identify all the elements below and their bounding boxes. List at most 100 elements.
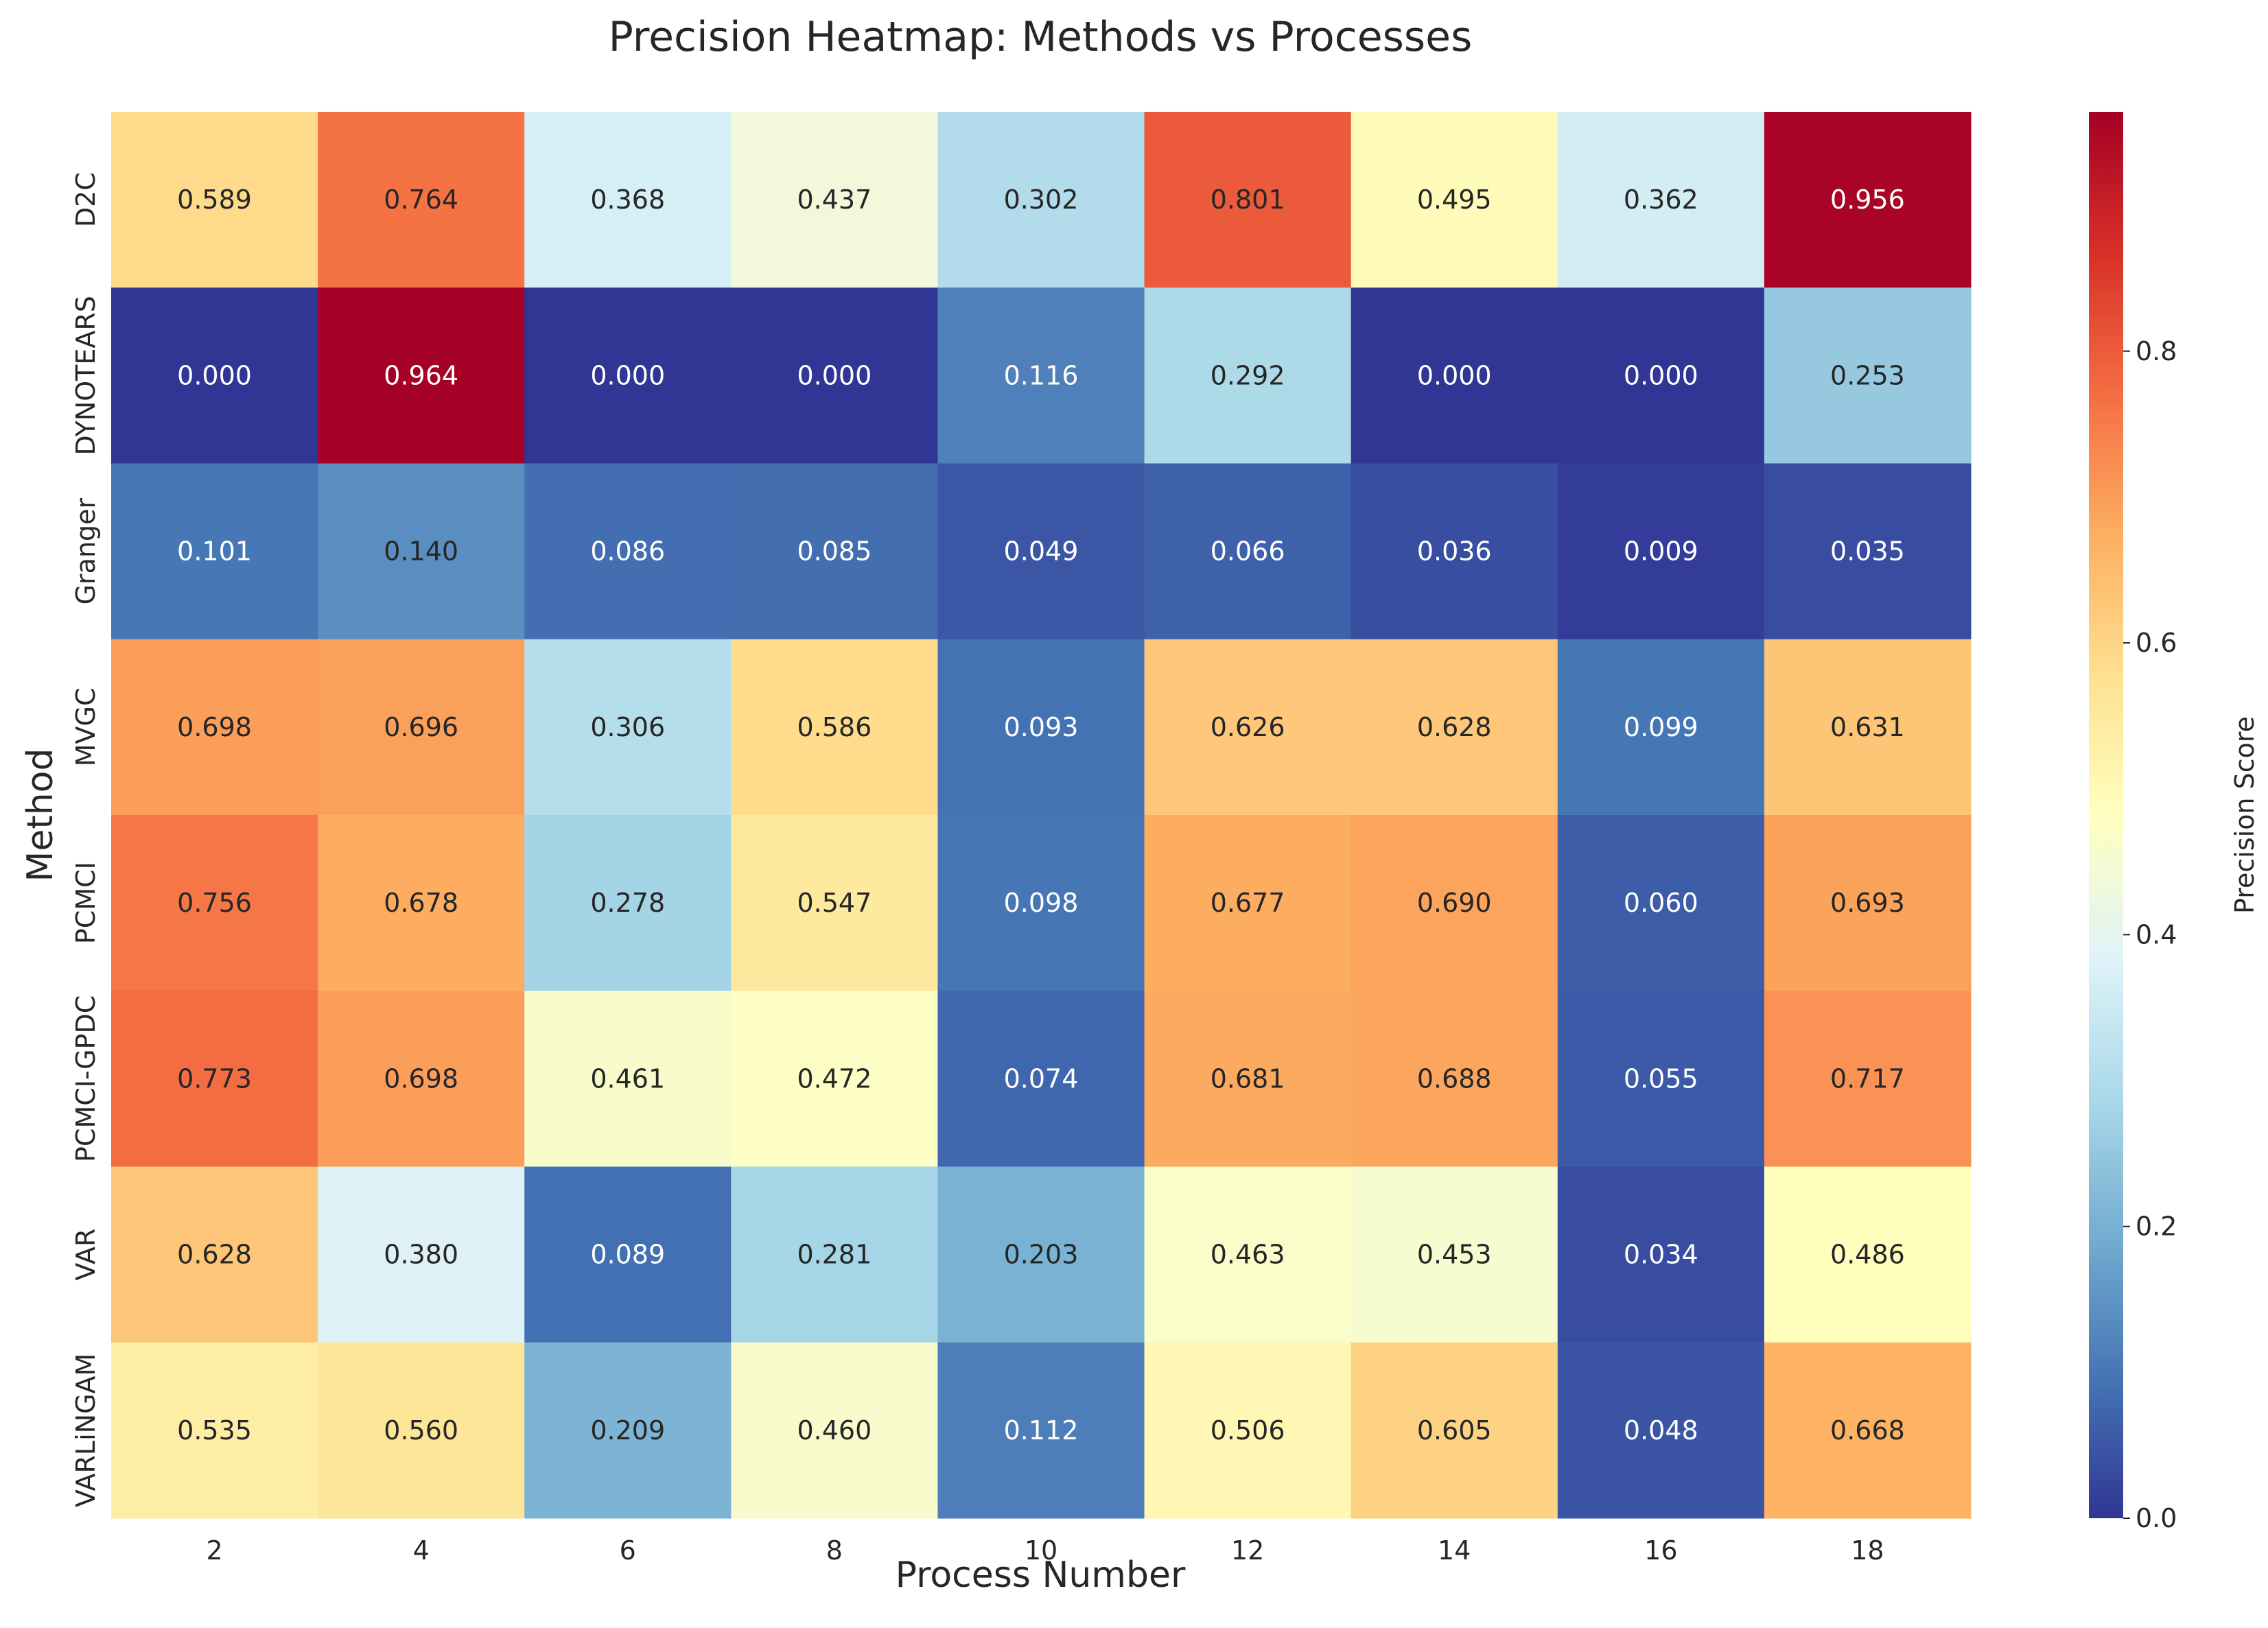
heatmap-cell xyxy=(937,991,1145,1167)
cell-value-label: 0.668 xyxy=(1830,1415,1905,1446)
y-tick-label: MVGC xyxy=(71,687,101,766)
heatmap-cell xyxy=(1764,463,1972,640)
cell-value-label: 0.535 xyxy=(177,1415,252,1446)
heatmap-cell xyxy=(1351,1166,1558,1343)
cell-value-label: 0.093 xyxy=(1004,712,1079,742)
heatmap-cell xyxy=(937,815,1145,991)
heatmap-cell xyxy=(524,1342,732,1519)
heatmap-cell xyxy=(1144,1166,1352,1343)
cell-value-label: 0.034 xyxy=(1624,1240,1698,1270)
heatmap-cell xyxy=(1764,639,1972,816)
cell-value-label: 0.717 xyxy=(1830,1063,1905,1094)
cell-value-label: 0.302 xyxy=(1004,185,1079,215)
heatmap-cell-labels: 0.589 0.764 0.368 0.437 0.302 0.801 0.495 0.362… xyxy=(177,185,1905,1446)
heatmap-cell xyxy=(1557,639,1765,816)
heatmap-cell xyxy=(1557,815,1765,991)
heatmap-cell xyxy=(1144,639,1352,816)
heatmap-cell xyxy=(1144,991,1352,1167)
heatmap-cell xyxy=(937,1166,1145,1343)
x-tick-label: 12 xyxy=(1231,1535,1264,1566)
heatmap-cell xyxy=(1351,815,1558,991)
x-tick-label: 16 xyxy=(1644,1535,1677,1566)
cell-value-label: 0.486 xyxy=(1830,1240,1905,1270)
x-tick-label: 14 xyxy=(1438,1535,1471,1566)
cell-value-label: 0.278 xyxy=(590,888,665,918)
cell-value-label: 0.209 xyxy=(590,1415,665,1446)
cell-value-label: 0.495 xyxy=(1417,185,1492,215)
heatmap-cell xyxy=(524,639,732,816)
cell-value-label: 0.101 xyxy=(177,536,252,567)
cell-value-label: 0.086 xyxy=(590,536,665,567)
heatmap-cell xyxy=(318,112,525,288)
heatmap-cell xyxy=(1557,112,1765,288)
cell-value-label: 0.112 xyxy=(1004,1415,1079,1446)
cell-value-label: 0.547 xyxy=(797,888,872,918)
heatmap-cell xyxy=(524,815,732,991)
cell-value-label: 0.677 xyxy=(1211,888,1285,918)
heatmap-cell xyxy=(524,991,732,1167)
cell-value-label: 0.696 xyxy=(384,712,458,742)
cell-value-label: 0.000 xyxy=(797,360,872,390)
heatmap-cell xyxy=(1557,1342,1765,1519)
heatmap-cell xyxy=(1764,1342,1972,1519)
cell-value-label: 0.281 xyxy=(797,1240,872,1270)
heatmap-cell xyxy=(937,112,1145,288)
cell-value-label: 0.472 xyxy=(797,1063,872,1094)
cell-value-label: 0.140 xyxy=(384,536,458,567)
heatmap-cell xyxy=(731,815,938,991)
cell-value-label: 0.690 xyxy=(1417,888,1492,918)
heatmap-cell xyxy=(1144,287,1352,464)
heatmap-cell xyxy=(524,287,732,464)
colorbar-label: Precision Score xyxy=(2230,716,2260,914)
cell-value-label: 0.453 xyxy=(1417,1240,1492,1270)
y-tick-label: Granger xyxy=(71,497,101,604)
heatmap-cell xyxy=(731,112,938,288)
heatmap-cell xyxy=(111,463,318,640)
cell-value-label: 0.089 xyxy=(590,1240,665,1270)
heatmap-cell xyxy=(111,1166,318,1343)
colorbar-ticks: 0.0 0.2 0.4 0.6 0.8 xyxy=(2123,336,2177,1533)
y-tick-label: PCMCI-GPDC xyxy=(71,995,101,1162)
colorbar-tick-label: 0.6 xyxy=(2136,628,2177,658)
heatmap-cell xyxy=(1764,1166,1972,1343)
heatmap-cell xyxy=(1351,639,1558,816)
heatmap-cell xyxy=(318,1166,525,1343)
cell-value-label: 0.292 xyxy=(1211,360,1285,390)
cell-value-label: 0.066 xyxy=(1211,536,1285,567)
cell-value-label: 0.000 xyxy=(1417,360,1492,390)
heatmap-cell xyxy=(937,287,1145,464)
heatmap-cell xyxy=(1764,287,1972,464)
cell-value-label: 0.605 xyxy=(1417,1415,1492,1446)
heatmap-cell xyxy=(111,112,318,288)
heatmap-cell xyxy=(1764,991,1972,1167)
heatmap-cell xyxy=(318,991,525,1167)
heatmap-cell xyxy=(1144,112,1352,288)
x-tick-label: 8 xyxy=(826,1535,843,1566)
x-tick-label: 4 xyxy=(413,1535,430,1566)
heatmap-cell xyxy=(111,991,318,1167)
cell-value-label: 0.560 xyxy=(384,1415,458,1446)
colorbar-tick-label: 0.2 xyxy=(2136,1212,2177,1242)
cell-value-label: 0.589 xyxy=(177,185,252,215)
heatmap-cell xyxy=(1144,1342,1352,1519)
heatmap-cell xyxy=(318,639,525,816)
cell-value-label: 0.964 xyxy=(384,360,458,390)
cell-value-label: 0.000 xyxy=(177,360,252,390)
heatmap-cell xyxy=(1351,1342,1558,1519)
cell-value-label: 0.631 xyxy=(1830,712,1905,742)
heatmap-cell xyxy=(1351,991,1558,1167)
heatmap-cell xyxy=(1557,991,1765,1167)
cell-value-label: 0.099 xyxy=(1624,712,1698,742)
cell-value-label: 0.628 xyxy=(1417,712,1492,742)
cell-value-label: 0.693 xyxy=(1830,888,1905,918)
cell-value-label: 0.035 xyxy=(1830,536,1905,567)
cell-value-label: 0.678 xyxy=(384,888,458,918)
x-tick-label: 2 xyxy=(206,1535,222,1566)
cell-value-label: 0.306 xyxy=(590,712,665,742)
cell-value-label: 0.681 xyxy=(1211,1063,1285,1094)
heatmap-cell xyxy=(111,1342,318,1519)
x-tick-label: 6 xyxy=(620,1535,636,1566)
x-tick-label: 18 xyxy=(1851,1535,1884,1566)
y-tick-label: DYNOTEARS xyxy=(71,296,101,455)
